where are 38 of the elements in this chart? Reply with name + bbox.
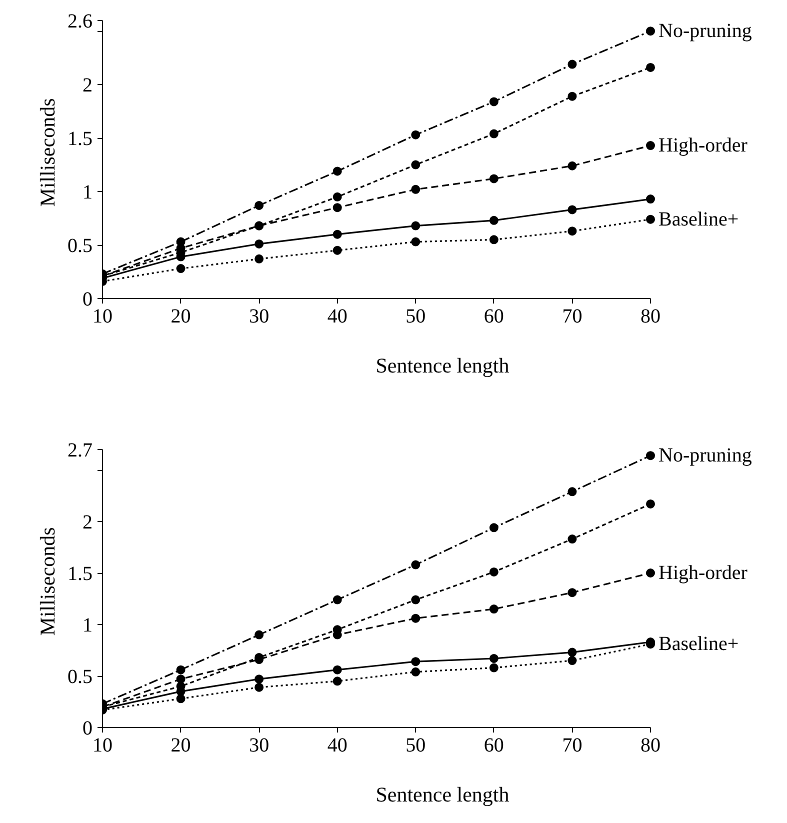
series-label: High-order — [658, 134, 748, 157]
x-tick-label: 30 — [249, 306, 270, 328]
x-tick-label: 80 — [640, 306, 660, 328]
x-tick-label: 80 — [640, 734, 660, 756]
y-tick-label: 0.5 — [68, 666, 92, 688]
x-axis-title: Sentence length — [376, 354, 510, 378]
y-tick-label: 2 — [82, 512, 92, 534]
y-tick-label: 1.5 — [68, 563, 92, 586]
y-tick-label: 0 — [82, 718, 92, 740]
y-axis-title: Milliseconds — [36, 98, 60, 207]
x-tick-label: 60 — [484, 306, 504, 328]
y-tick-label: 2.7 — [68, 439, 92, 462]
x-axis-title: Sentence length — [376, 782, 510, 806]
y-tick-label: 0 — [82, 288, 92, 310]
series-label: Baseline+ — [658, 208, 739, 230]
x-tick-label: 40 — [327, 306, 348, 328]
series-label: High-order — [658, 562, 748, 584]
x-tick-label: 40 — [327, 734, 348, 756]
x-tick-label: 10 — [92, 306, 112, 328]
x-tick-label: 30 — [249, 734, 270, 756]
x-tick-label: 50 — [406, 734, 426, 756]
y-tick-label: 2.6 — [68, 10, 92, 32]
x-tick-label: 10 — [92, 734, 112, 756]
series-label: No-pruning — [658, 20, 752, 42]
y-tick-label: 1 — [82, 614, 92, 636]
y-tick-label: 1 — [82, 182, 92, 204]
x-tick-label: 20 — [170, 306, 191, 328]
y-axis-title: Milliseconds — [36, 527, 60, 636]
series-label: Baseline+ — [658, 633, 739, 656]
y-tick-label: 1.5 — [68, 128, 92, 150]
x-tick-label: 50 — [406, 306, 426, 328]
x-tick-label: 60 — [484, 734, 504, 756]
x-tick-label: 70 — [562, 306, 582, 328]
y-tick-label: 2 — [82, 74, 92, 97]
x-tick-label: 20 — [170, 734, 191, 756]
y-tick-label: 0.5 — [68, 235, 92, 258]
series-label: No-pruning — [658, 444, 752, 467]
x-tick-label: 70 — [562, 734, 582, 756]
